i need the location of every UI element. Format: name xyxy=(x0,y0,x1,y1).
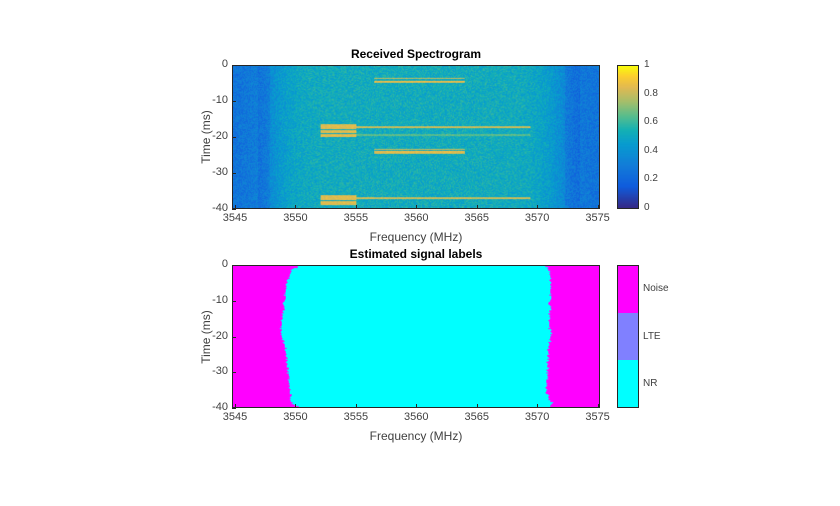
y-tick-label: -10 xyxy=(212,293,228,306)
y-tick-mark xyxy=(232,101,236,102)
x-axis-label: Frequency (MHz) xyxy=(369,230,463,244)
y-tick-mark xyxy=(232,173,236,174)
y-tick-mark xyxy=(232,65,236,66)
colorbar-label-nr: NR xyxy=(643,378,658,390)
y-tick-mark xyxy=(232,336,236,338)
x-tick-label: 3560 xyxy=(404,411,429,423)
colorbar-tick-label: 0.4 xyxy=(644,144,658,156)
x-tick-mark xyxy=(355,404,357,408)
x-tick-mark xyxy=(597,404,599,408)
x-tick-mark xyxy=(476,205,478,209)
colorbar-tick-label: 1 xyxy=(644,59,650,70)
x-tick-mark xyxy=(295,404,297,408)
y-tick-mark xyxy=(232,265,236,266)
x-tick-label: 3570 xyxy=(524,212,550,224)
y-tick-mark xyxy=(232,137,236,138)
colorbar-tick-label: 0 xyxy=(644,202,650,213)
x-tick-mark xyxy=(416,205,418,209)
x-tick-label: 3570 xyxy=(524,411,550,423)
category-colorbar xyxy=(617,265,639,408)
colorbar-tick-label: 0.2 xyxy=(644,173,658,185)
y-tick-mark xyxy=(232,372,236,374)
x-tick-mark xyxy=(537,205,539,209)
x-tick-label: 3545 xyxy=(222,212,248,224)
x-tick-label: 3575 xyxy=(585,212,610,224)
labels-axes xyxy=(232,265,600,408)
y-tick-label: 0 xyxy=(221,58,228,70)
y-tick-label: -20 xyxy=(212,130,228,142)
x-tick-label: 3565 xyxy=(464,411,489,423)
x-tick-label: 3550 xyxy=(283,212,308,224)
y-tick-label: -40 xyxy=(212,401,228,413)
x-tick-label: 3555 xyxy=(343,411,369,423)
chart-title-labels: Estimated signal labels xyxy=(349,247,483,261)
x-tick-label: 3550 xyxy=(283,411,308,423)
y-tick-label: -10 xyxy=(212,94,228,106)
x-tick-label: 3575 xyxy=(585,411,610,423)
y-tick-mark xyxy=(232,300,236,302)
spectrogram-axes xyxy=(232,65,600,209)
colorbar-tick-label: 0.8 xyxy=(644,87,658,99)
x-tick-mark xyxy=(416,404,418,408)
colorbar xyxy=(617,65,639,209)
spectrogram-image xyxy=(233,66,599,208)
colorbar-swatch-lte xyxy=(618,313,638,360)
colorbar-swatch-noise xyxy=(618,266,638,313)
colorbar-tick-label: 0.6 xyxy=(644,116,658,128)
x-tick-label: 3560 xyxy=(404,212,429,224)
x-tick-mark xyxy=(355,205,357,209)
chart-title-spectrogram: Received Spectrogram xyxy=(350,47,482,61)
x-tick-label: 3545 xyxy=(222,411,248,423)
x-tick-label: 3565 xyxy=(464,212,489,224)
colorbar-swatch-nr xyxy=(618,360,638,407)
labels-image xyxy=(233,266,599,407)
y-tick-label: -30 xyxy=(212,166,228,178)
colorbar-label-lte: LTE xyxy=(643,330,661,342)
x-tick-mark xyxy=(235,205,237,209)
x-tick-mark xyxy=(235,404,237,408)
x-tick-label: 3555 xyxy=(343,212,369,224)
x-tick-mark xyxy=(476,404,478,408)
x-tick-mark xyxy=(537,404,539,408)
colorbar-label-noise: Noise xyxy=(643,282,669,294)
y-tick-label: -20 xyxy=(212,329,228,342)
y-tick-mark xyxy=(232,209,236,210)
x-tick-mark xyxy=(597,205,599,209)
y-tick-label: 0 xyxy=(221,258,228,270)
x-axis-label: Frequency (MHz) xyxy=(369,429,463,443)
y-tick-label: -40 xyxy=(212,202,228,214)
y-tick-label: -30 xyxy=(212,365,228,378)
x-tick-mark xyxy=(295,205,297,209)
y-tick-mark xyxy=(232,408,236,409)
